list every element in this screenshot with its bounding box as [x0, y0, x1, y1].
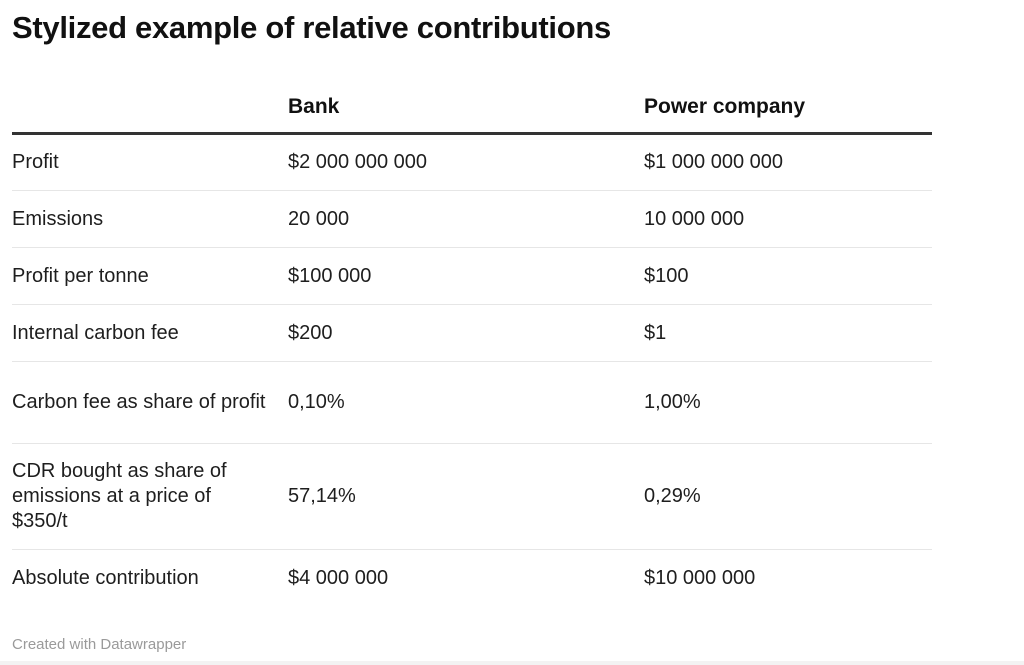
- row-label: Profit: [12, 133, 288, 191]
- cell-bank: 20 000: [288, 190, 644, 248]
- table-row: CDR bought as share of emissions at a pr…: [12, 443, 932, 550]
- row-label: CDR bought as share of emissions at a pr…: [12, 443, 288, 550]
- chart-title: Stylized example of relative contributio…: [12, 10, 611, 45]
- row-label: Profit per tonne: [12, 247, 288, 305]
- column-header-bank: Bank: [288, 82, 644, 135]
- cell-power-company: $1: [644, 304, 932, 362]
- cell-bank: $4 000 000: [288, 566, 389, 589]
- table-row: Carbon fee as share of profit 0,10% 1,00…: [12, 361, 932, 444]
- cell-power-company: 0,29%: [644, 443, 932, 550]
- cell-bank: $2 000 000 000: [288, 133, 644, 191]
- footer-credit: Created with Datawrapper: [12, 636, 187, 653]
- column-header-label: [12, 82, 288, 135]
- row-label: Absolute contribution: [12, 566, 199, 589]
- cell-power-company: $100: [644, 247, 932, 305]
- cell-bank: $100 000: [288, 247, 644, 305]
- row-label: Internal carbon fee: [12, 304, 288, 362]
- table-row: Absolute contribution $4 000 000 $10 000…: [12, 550, 932, 607]
- cell-power-company: $1 000 000 000: [644, 133, 932, 191]
- table-row: Internal carbon fee $200 $1: [12, 304, 932, 362]
- cell-bank: $200: [288, 304, 644, 362]
- table-row: Profit per tonne $100 000 $100: [12, 247, 932, 305]
- table-row: Profit $2 000 000 000 $1 000 000 000: [12, 133, 932, 191]
- comparison-table: Bank Power company Profit $2 000 000 000…: [12, 82, 932, 607]
- row-label: Emissions: [12, 190, 288, 248]
- cell-bank: 57,14%: [288, 443, 644, 550]
- cell-power-company: $10 000 000: [644, 566, 756, 589]
- cell-power-company: 10 000 000: [644, 190, 932, 248]
- cell-power-company: 1,00%: [644, 361, 932, 444]
- table-row: Emissions 20 000 10 000 000: [12, 190, 932, 248]
- row-label: Carbon fee as share of profit: [12, 361, 288, 444]
- column-header-power-company: Power company: [644, 82, 932, 135]
- cell-bank: 0,10%: [288, 361, 644, 444]
- bottom-divider: [0, 661, 1024, 665]
- table-header-row: Bank Power company: [12, 82, 932, 135]
